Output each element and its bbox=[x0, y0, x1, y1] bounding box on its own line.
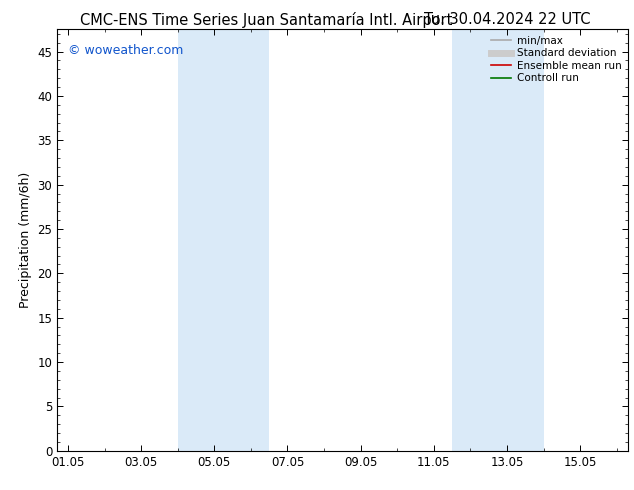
Text: CMC-ENS Time Series Juan Santamaría Intl. Airport: CMC-ENS Time Series Juan Santamaría Intl… bbox=[80, 12, 453, 28]
Y-axis label: Precipitation (mm/6h): Precipitation (mm/6h) bbox=[19, 172, 32, 308]
Bar bbox=[178, 29, 269, 451]
Text: © woweather.com: © woweather.com bbox=[68, 44, 184, 57]
Text: Tu. 30.04.2024 22 UTC: Tu. 30.04.2024 22 UTC bbox=[424, 12, 590, 27]
Bar bbox=[452, 29, 543, 451]
Legend: min/max, Standard deviation, Ensemble mean run, Controll run: min/max, Standard deviation, Ensemble me… bbox=[486, 31, 626, 88]
